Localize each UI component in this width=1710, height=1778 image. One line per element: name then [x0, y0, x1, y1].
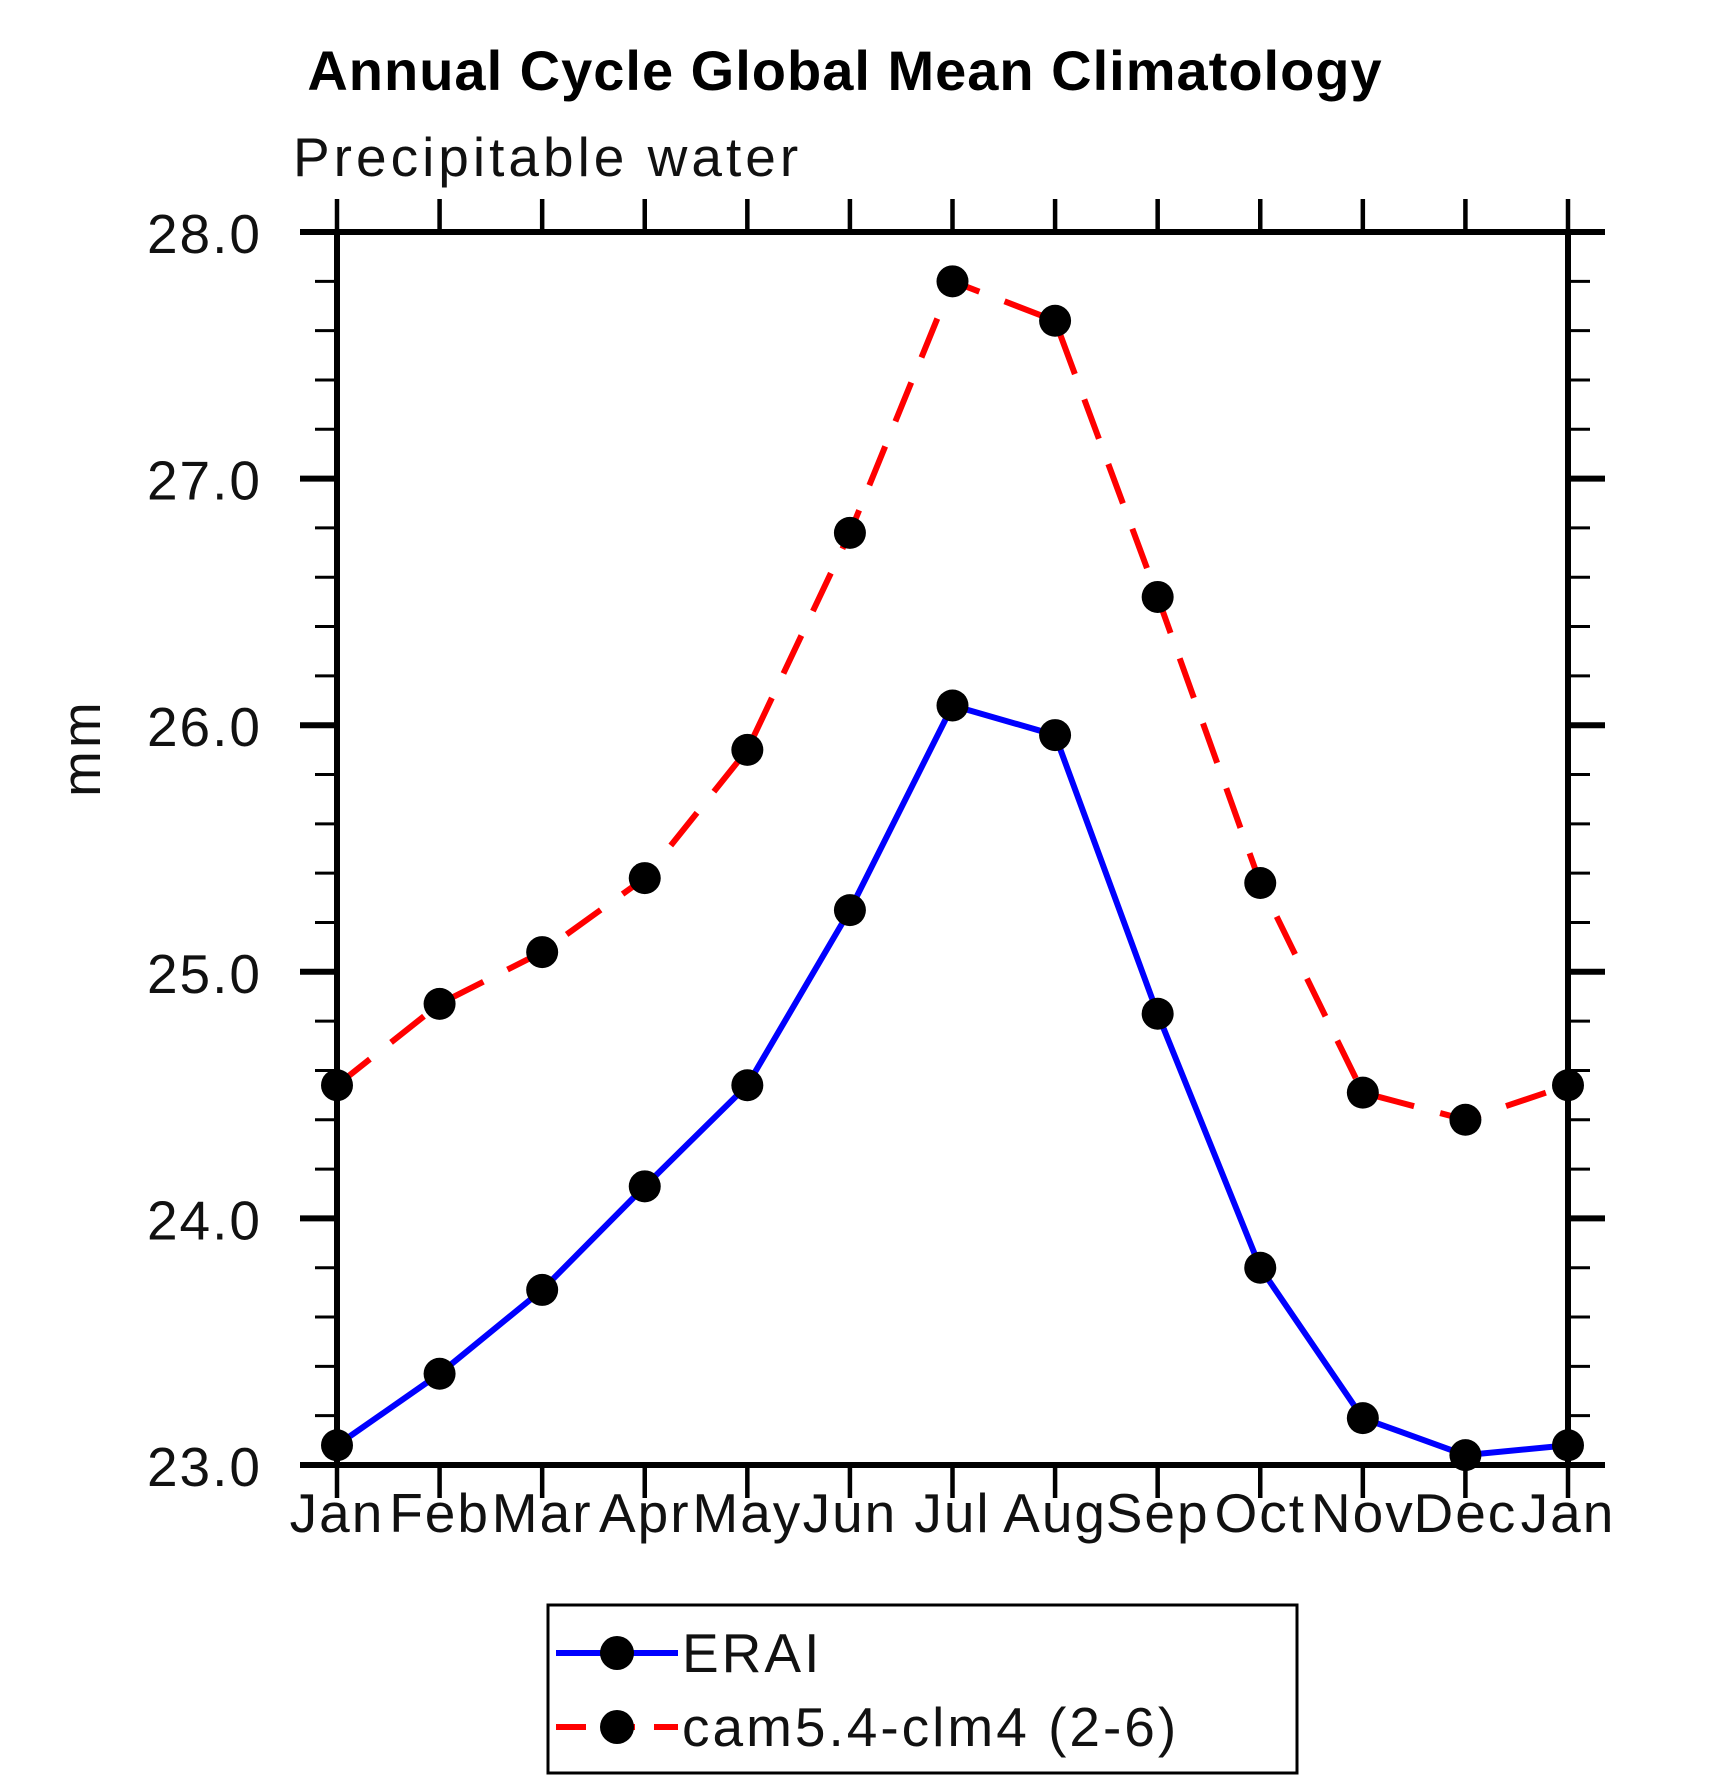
- erai-line: [335, 702, 1569, 1459]
- legend-label-cam: cam5.4-clm4 (2-6): [682, 1696, 1179, 1758]
- x-tick-label: May: [692, 1482, 802, 1544]
- legend-swatches: [556, 1636, 678, 1744]
- x-tick-label: Jan: [1521, 1482, 1616, 1544]
- cam54-clm4-marker: [1346, 1076, 1379, 1109]
- cam54-clm4-marker: [936, 265, 969, 298]
- y-axis-title: mm: [50, 699, 112, 797]
- cam54-clm4-marker: [1039, 304, 1072, 337]
- cam54-clm4-marker: [1141, 580, 1174, 613]
- x-tick-label: Feb: [389, 1482, 490, 1544]
- x-tick-label: Jul: [914, 1482, 990, 1544]
- x-tick-label: Mar: [492, 1482, 593, 1544]
- x-tick-label: Dec: [1414, 1482, 1518, 1544]
- x-tick-label: Jun: [803, 1482, 898, 1544]
- x-tick-label: Nov: [1311, 1482, 1415, 1544]
- cam54-clm4-marker: [833, 516, 866, 549]
- erai-legend-marker: [600, 1636, 634, 1670]
- erai-marker: [1346, 1402, 1379, 1435]
- y-tick-label: 25.0: [147, 943, 262, 1005]
- erai-marker: [628, 1170, 661, 1203]
- cam54-clm4-marker: [526, 936, 559, 969]
- cam54-clm4-marker: [1244, 867, 1277, 900]
- erai-marker: [1552, 1429, 1584, 1462]
- x-tick-label: Apr: [599, 1482, 691, 1544]
- legend-box: [546, 1603, 1299, 1775]
- erai-marker: [1244, 1251, 1277, 1284]
- erai-marker: [1141, 997, 1174, 1030]
- cam54-clm4-marker: [731, 733, 764, 766]
- chart-title: Annual Cycle Global Mean Climatology: [307, 39, 1382, 102]
- cam54-clm4-marker: [628, 862, 661, 895]
- cam54-clm4-marker: [1552, 1069, 1584, 1102]
- erai-marker: [833, 894, 866, 927]
- x-tick-label: Jan: [290, 1482, 385, 1544]
- erai-marker: [731, 1069, 764, 1102]
- cam54-clm4-marker: [1449, 1103, 1482, 1136]
- x-tick-label: Oct: [1214, 1482, 1306, 1544]
- y-tick-label: 27.0: [147, 450, 262, 512]
- cam54-clm4-legend-marker: [600, 1710, 634, 1744]
- cam54-clm4-marker: [423, 987, 456, 1020]
- erai-marker: [321, 1429, 353, 1462]
- erai-marker: [423, 1357, 456, 1390]
- legend-label-erai: ERAI: [682, 1622, 822, 1684]
- y-tick-label: 23.0: [147, 1436, 262, 1498]
- cam54-clm4-marker: [321, 1069, 353, 1102]
- erai-marker: [1039, 719, 1072, 752]
- erai-marker: [526, 1273, 559, 1306]
- y-tick-label: 24.0: [147, 1189, 262, 1251]
- y-tick-label: 28.0: [147, 203, 262, 265]
- erai-marker: [1449, 1439, 1482, 1472]
- x-tick-label: Aug: [1003, 1482, 1107, 1544]
- x-tick-label: Sep: [1106, 1482, 1210, 1544]
- erai-marker: [936, 689, 969, 722]
- y-tick-label: 26.0: [147, 696, 262, 758]
- legend: ERAI cam5.4-clm4 (2-6): [546, 1603, 1299, 1775]
- chart-subtitle: Precipitable water: [293, 126, 802, 188]
- series-group: [321, 265, 1584, 1472]
